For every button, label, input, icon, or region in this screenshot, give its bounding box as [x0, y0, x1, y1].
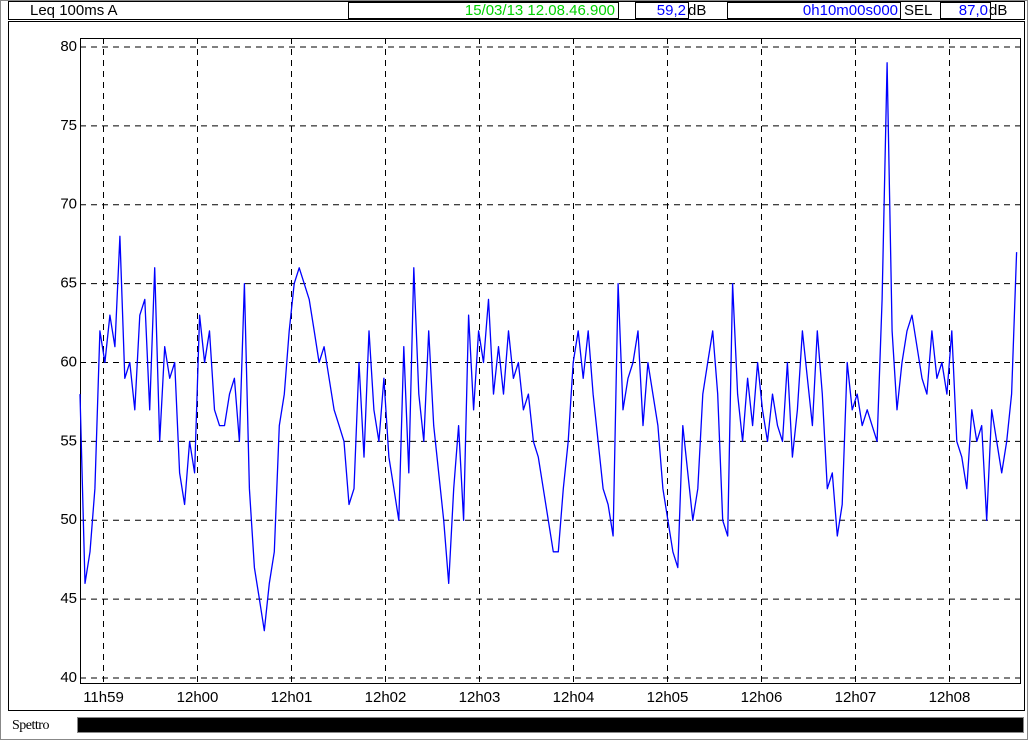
y-tick-label: 65 — [60, 275, 77, 292]
sel-box — [940, 2, 991, 19]
y-tick-label: 70 — [60, 196, 77, 213]
y-tick-label: 50 — [60, 511, 77, 528]
y-tick-label: 75 — [60, 117, 77, 134]
x-tick-label: 12h06 — [741, 689, 783, 706]
level-box — [635, 2, 689, 19]
x-tick-label: 11h59 — [83, 689, 124, 706]
level-unit: dB — [688, 2, 706, 19]
x-tick-label: 12h08 — [929, 689, 971, 706]
x-tick-label: 12h04 — [553, 689, 595, 706]
x-tick-label: 12h01 — [271, 689, 313, 706]
sel-value: 87,0 — [959, 2, 988, 19]
sel-unit: dB — [989, 2, 1007, 19]
y-tick-label: 55 — [60, 432, 77, 449]
y-tick-label: 40 — [60, 669, 77, 686]
x-tick-label: 12h07 — [835, 689, 877, 706]
y-tick-label: 80 — [60, 38, 77, 55]
duration: 0h10m00s000 — [803, 2, 898, 19]
chart-frame — [8, 21, 1025, 711]
level-line — [79, 62, 1018, 632]
sel-label: SEL — [904, 2, 932, 19]
y-tick-label: 45 — [60, 590, 77, 607]
level-value: 59,2 — [657, 2, 686, 19]
x-tick-label: 12h03 — [459, 689, 501, 706]
x-tick-label: 12h02 — [365, 689, 407, 706]
footer-label: Spettro — [12, 718, 49, 733]
x-tick-label: 12h05 — [647, 689, 689, 706]
x-tick-label: 12h00 — [177, 689, 219, 706]
spectrum-bar[interactable] — [77, 717, 1024, 733]
timestamp-box — [348, 2, 619, 19]
duration-box — [727, 2, 901, 19]
measure-label: Leq 100ms A — [30, 2, 118, 19]
timestamp: 15/03/13 12.08.46.900 — [465, 2, 615, 19]
y-tick-label: 60 — [60, 353, 77, 370]
plot-frame — [80, 38, 1021, 684]
